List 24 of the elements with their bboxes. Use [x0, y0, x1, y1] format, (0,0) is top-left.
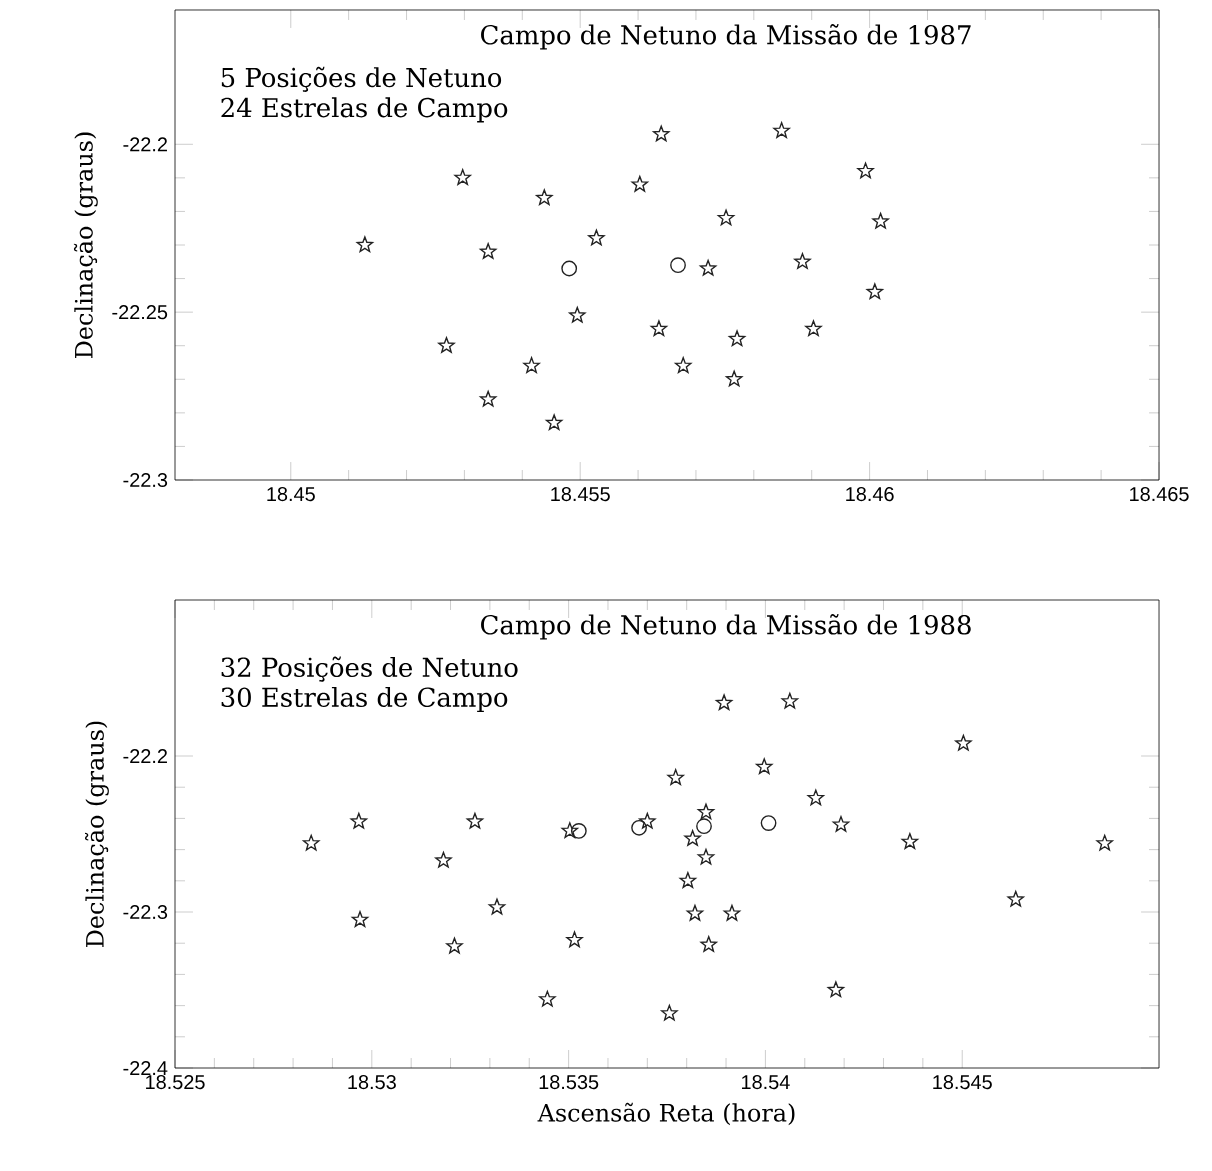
x-tick-label: 18.545 [933, 1075, 992, 1090]
x-tick-label: 18.525 [146, 1075, 205, 1090]
y-axis-title: Declinação (graus) [85, 721, 109, 948]
annotation: 30 Estrelas de Campo [221, 686, 508, 713]
y-tick-label: -22.3 [123, 472, 168, 488]
x-tick-label: 18.53 [348, 1075, 396, 1090]
y-tick-label: -22.2 [123, 137, 167, 152]
x-tick-label: 18.465 [1130, 487, 1189, 502]
y-tick-label: -22.2 [123, 749, 167, 763]
y-tick-label: -22.4 [123, 1061, 168, 1075]
text: Campo de Netuno da Missão de 1988 [481, 614, 971, 640]
x-tick-label: 18.45 [267, 487, 315, 502]
x-tick-label: 18.46 [846, 487, 894, 502]
y-tick-label: -22.3 [123, 904, 168, 920]
annotation: 24 Estrelas de Campo [221, 97, 508, 123]
x-tick-label: 18.54 [742, 1075, 790, 1090]
y-axis-title: Declinação (graus) [73, 132, 98, 358]
x-tick-label: 18.535 [539, 1075, 599, 1090]
annotation: 5 Posições de Netuno [221, 66, 502, 92]
x-tick-label: 18.455 [551, 487, 610, 502]
annotation: 32 Posições de Netuno [221, 656, 518, 682]
x-axis-title: Ascensão Reta (hora) [537, 1102, 795, 1126]
y-tick-label: -22.25 [112, 305, 168, 320]
text: Campo de Netuno da Missão de 1987 [481, 24, 971, 50]
